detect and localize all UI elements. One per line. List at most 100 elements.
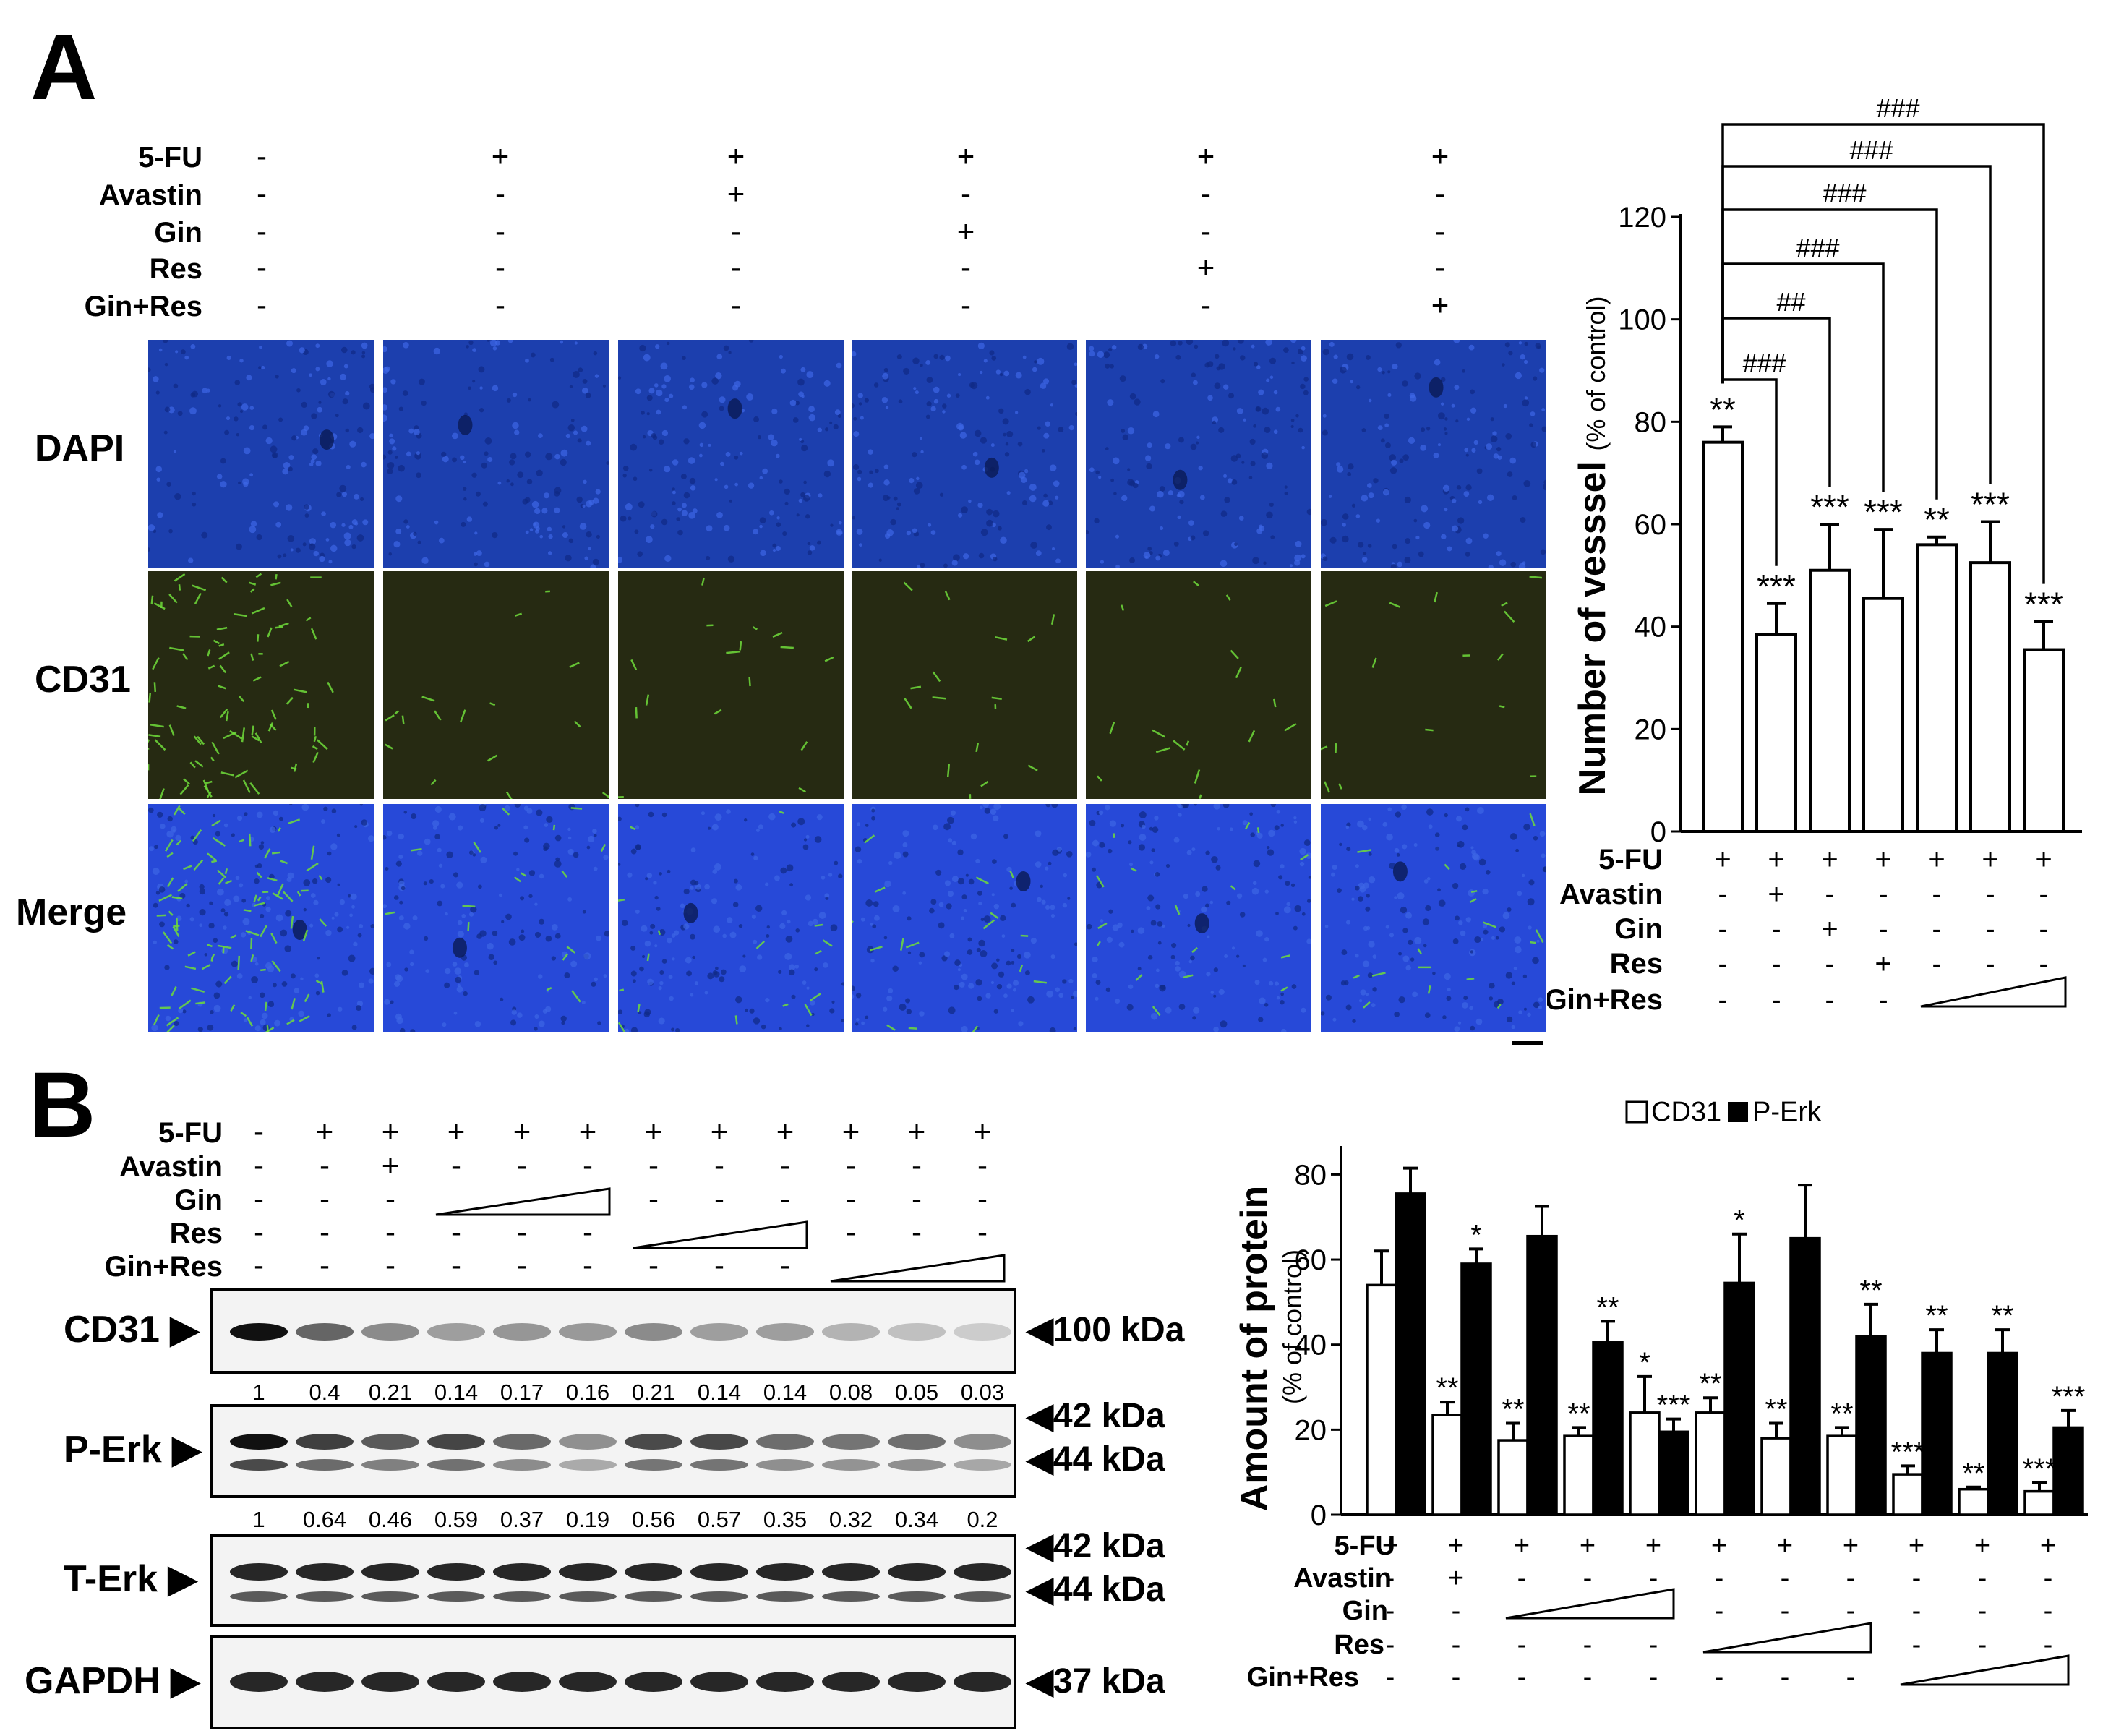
nucleus-speckle <box>925 359 931 365</box>
nucleus-speckle <box>1006 491 1011 495</box>
nucleus-speckle <box>1329 536 1337 544</box>
nucleus-speckle <box>974 459 980 466</box>
nucleus-speckle <box>852 351 857 357</box>
nucleus-speckle <box>1473 854 1480 861</box>
nucleus-speckle <box>1532 957 1539 965</box>
vessel-signal <box>312 745 318 751</box>
condition-sign: + <box>727 139 745 173</box>
nucleus-speckle <box>512 422 519 429</box>
nucleus-speckle <box>1094 518 1100 524</box>
vessel-signal <box>1009 870 1014 878</box>
condition-sign: + <box>956 139 975 173</box>
nucleus-speckle <box>620 515 627 522</box>
nucleus-speckle <box>1460 930 1466 936</box>
panel-a-letter: A <box>30 16 98 119</box>
nucleus-speckle <box>453 872 459 878</box>
condition-sign: - <box>1985 913 1995 945</box>
nucleus-speckle <box>536 809 543 816</box>
nucleus-speckle <box>1115 999 1121 1004</box>
nucleus-speckle <box>260 841 265 845</box>
condition-sign: - <box>1386 1662 1395 1693</box>
nucleus-speckle <box>947 890 954 897</box>
nucleus-speckle <box>661 518 668 526</box>
vessel-signal <box>635 707 638 719</box>
protein-band <box>361 1459 419 1471</box>
nucleus-speckle <box>1306 899 1311 903</box>
nucleus-speckle <box>508 938 516 946</box>
nucleus-speckle <box>871 816 875 821</box>
nucleus-speckle <box>714 478 718 482</box>
nucleus-speckle <box>446 851 453 858</box>
nucleus-speckle <box>1100 919 1104 923</box>
vessel-signal <box>513 876 521 883</box>
nucleus-speckle <box>789 964 796 971</box>
nucleus-speckle <box>1190 955 1195 961</box>
nucleus-speckle <box>359 982 365 988</box>
nucleus-speckle <box>487 943 494 950</box>
nucleus-speckle <box>213 938 218 944</box>
y-tick-label: 40 <box>1295 1330 1327 1361</box>
nucleus-speckle <box>789 399 797 406</box>
y-tick-label: 60 <box>1635 509 1667 541</box>
vessel-signal <box>1444 863 1450 871</box>
nucleus-speckle <box>528 398 531 402</box>
nucleus-speckle <box>1178 813 1182 817</box>
condition-sign: + <box>710 1114 729 1148</box>
nucleus-speckle <box>672 459 679 466</box>
nucleus-speckle <box>241 403 249 411</box>
protein-band <box>361 1591 419 1602</box>
nucleus-speckle <box>1170 340 1177 347</box>
nucleus-speckle <box>768 434 774 440</box>
nucleus-speckle <box>1117 922 1123 928</box>
condition-sign: - <box>1932 878 1941 910</box>
nucleus-speckle <box>1251 887 1259 895</box>
condition-label: Gin <box>174 1184 223 1216</box>
nucleus-speckle <box>1275 406 1281 412</box>
protein-band <box>493 1323 551 1341</box>
nucleus-speckle <box>939 354 945 361</box>
protein-band <box>822 1591 880 1602</box>
nucleus-speckle <box>1006 983 1012 989</box>
nucleus-speckle <box>1202 530 1209 536</box>
vessel-signal <box>815 949 822 955</box>
nucleus-speckle <box>199 888 206 895</box>
nucleus-speckle <box>1394 1011 1400 1017</box>
vessel-signal <box>246 1017 254 1027</box>
nucleus-speckle <box>1415 535 1420 540</box>
nucleus-speckle <box>1405 912 1412 919</box>
nucleus-speckle <box>715 372 722 380</box>
nucleus-speckle <box>1535 343 1541 349</box>
condition-sign: + <box>491 139 510 173</box>
nucleus-speckle <box>1108 347 1113 352</box>
nucleus-speckle <box>622 465 629 471</box>
nucleus-speckle <box>286 877 292 882</box>
nucleus-speckle <box>725 451 731 457</box>
condition-sign: - <box>1435 214 1445 248</box>
vessel-signal <box>657 930 661 936</box>
nucleus-speckle <box>938 922 945 929</box>
nucleus-speckle <box>1275 912 1279 915</box>
vessel-signal <box>385 714 395 722</box>
nucleus-speckle <box>296 388 301 393</box>
nucleus-speckle <box>1293 816 1297 820</box>
nucleus-speckle <box>510 453 517 460</box>
nucleus-speckle <box>249 473 254 477</box>
nucleus-speckle <box>528 894 533 899</box>
vessel-signal <box>1050 614 1055 625</box>
condition-sign: + <box>1431 139 1449 173</box>
protein-band <box>230 1672 288 1692</box>
vessel-signal <box>197 735 205 745</box>
nucleus-speckle <box>554 933 561 939</box>
nucleus-speckle <box>478 366 485 373</box>
nucleus-speckle <box>398 833 405 840</box>
nucleus-speckle <box>661 812 667 818</box>
nucleus-speckle <box>313 899 319 905</box>
nucleus-speckle <box>1150 1012 1158 1020</box>
protein-band <box>625 1434 682 1450</box>
nucleus-speckle <box>1092 972 1097 978</box>
image-background <box>383 804 609 1032</box>
nucleus-speckle <box>1465 807 1470 812</box>
condition-sign: + <box>1711 1531 1727 1561</box>
nucleus-speckle <box>1027 996 1035 1004</box>
